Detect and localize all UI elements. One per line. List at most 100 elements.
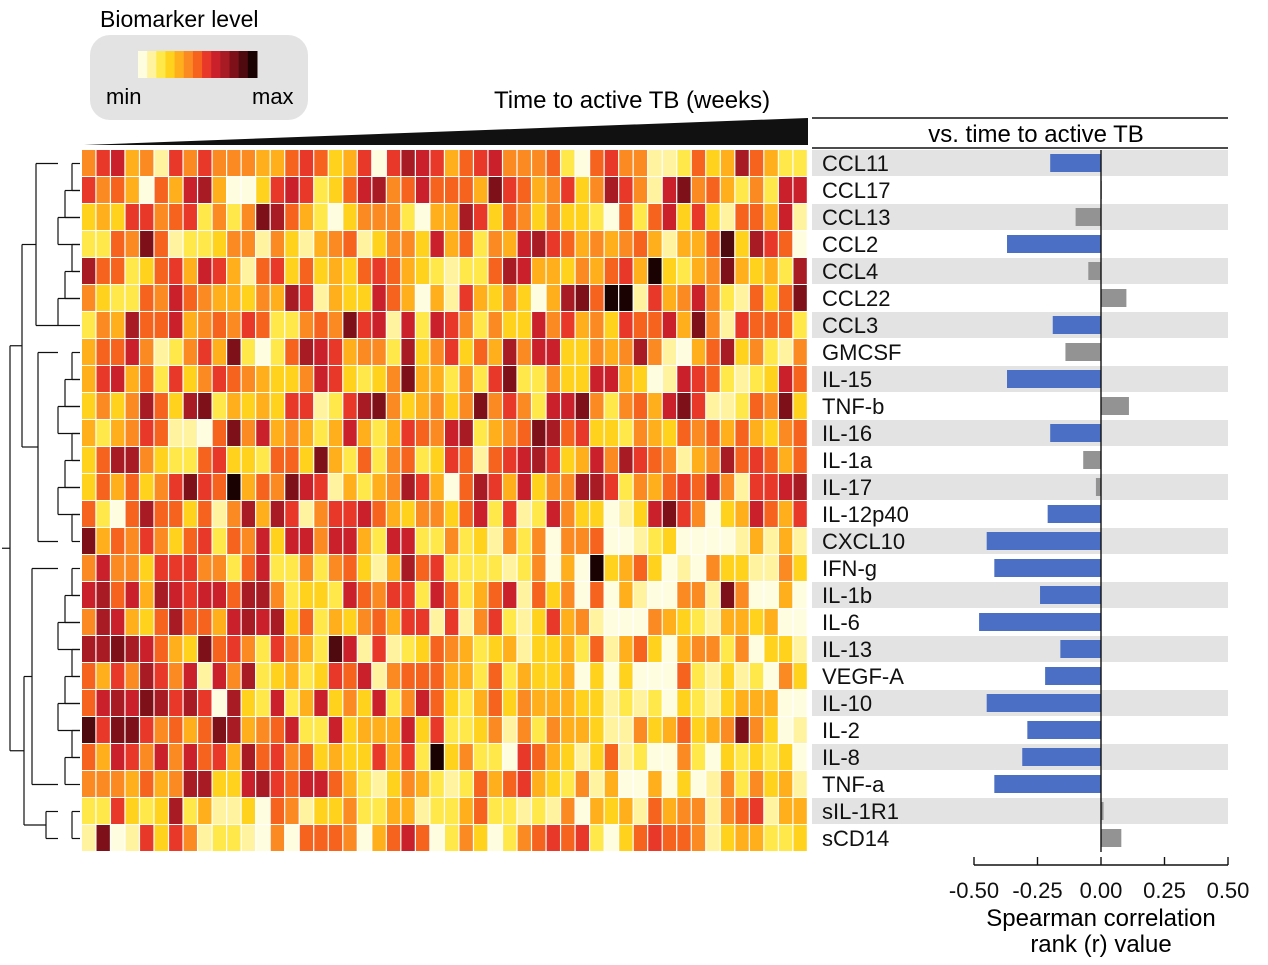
row-label: CCL11 bbox=[822, 151, 889, 176]
heatmap-cell bbox=[415, 501, 430, 527]
heatmap-cell bbox=[575, 258, 589, 284]
heatmap-cell bbox=[488, 204, 502, 230]
heatmap-cell bbox=[749, 312, 764, 338]
heatmap-cell bbox=[619, 501, 633, 527]
heatmap-cell bbox=[198, 339, 212, 365]
heatmap-cell bbox=[662, 555, 677, 581]
heatmap-cell bbox=[517, 231, 531, 257]
heatmap-cell bbox=[445, 366, 459, 392]
correlation-bar bbox=[1050, 154, 1101, 172]
heatmap-cell bbox=[154, 150, 168, 176]
heatmap-cell bbox=[793, 231, 807, 257]
heatmap-cell bbox=[82, 258, 96, 284]
heatmap-cell bbox=[706, 771, 720, 797]
heatmap-cell bbox=[459, 798, 473, 824]
heatmap-cell bbox=[343, 177, 357, 203]
heatmap-cell bbox=[532, 663, 546, 689]
heatmap-cell bbox=[299, 771, 314, 797]
heatmap-cell bbox=[445, 582, 459, 608]
heatmap-cell bbox=[546, 150, 560, 176]
heatmap-cell bbox=[532, 393, 546, 419]
correlation-bar bbox=[1052, 316, 1101, 334]
heatmap-cell bbox=[198, 474, 212, 500]
heatmap-cell bbox=[561, 150, 575, 176]
heatmap-cell bbox=[619, 420, 633, 446]
heatmap-cell bbox=[401, 798, 415, 824]
heatmap-cell bbox=[720, 150, 735, 176]
heatmap-cell bbox=[706, 717, 720, 743]
row-label: CXCL10 bbox=[822, 529, 905, 554]
heatmap-cell bbox=[561, 609, 575, 635]
heatmap-cell bbox=[546, 258, 560, 284]
heatmap-cell bbox=[415, 717, 430, 743]
heatmap-cell bbox=[590, 717, 604, 743]
heatmap-cell bbox=[590, 420, 604, 446]
heatmap-cell bbox=[778, 825, 793, 851]
heatmap-cell bbox=[517, 150, 531, 176]
heatmap-cell bbox=[169, 420, 183, 446]
heatmap-cell bbox=[125, 393, 139, 419]
heatmap-cell bbox=[691, 312, 706, 338]
heatmap-cell bbox=[430, 609, 444, 635]
heatmap-cell bbox=[111, 636, 125, 662]
heatmap-cell bbox=[96, 717, 110, 743]
heatmap-cell bbox=[575, 636, 589, 662]
heatmap-cell bbox=[256, 663, 270, 689]
heatmap-cell bbox=[691, 690, 706, 716]
heatmap-cell bbox=[503, 447, 517, 473]
heatmap-cell bbox=[401, 204, 415, 230]
heatmap-cell bbox=[125, 528, 139, 554]
heatmap-cell bbox=[677, 366, 691, 392]
heatmap-cell bbox=[546, 771, 560, 797]
heatmap-cell bbox=[546, 528, 560, 554]
heatmap-cell bbox=[82, 636, 96, 662]
heatmap-cell bbox=[198, 420, 212, 446]
heatmap-cell bbox=[154, 609, 168, 635]
heatmap-cell bbox=[111, 771, 125, 797]
heatmap-cell bbox=[735, 717, 749, 743]
heatmap-cell bbox=[212, 150, 226, 176]
heatmap-cell bbox=[125, 312, 139, 338]
heatmap-cell bbox=[241, 258, 256, 284]
heatmap-cell bbox=[212, 312, 226, 338]
heatmap-cell bbox=[604, 636, 619, 662]
heatmap-cell bbox=[720, 285, 735, 311]
heatmap-cell bbox=[677, 204, 691, 230]
heatmap-cell bbox=[430, 690, 444, 716]
row-label: IL-2 bbox=[822, 718, 860, 743]
heatmap-cell bbox=[299, 690, 314, 716]
heatmap-cell bbox=[328, 177, 343, 203]
heatmap-cell bbox=[212, 825, 226, 851]
heatmap-cell bbox=[430, 231, 444, 257]
heatmap-cell bbox=[386, 798, 401, 824]
legend-swatch bbox=[147, 51, 157, 78]
heatmap-cell bbox=[648, 609, 662, 635]
heatmap-cell bbox=[154, 420, 168, 446]
heatmap-cell bbox=[227, 636, 241, 662]
heatmap-cell bbox=[764, 339, 778, 365]
heatmap-cell bbox=[430, 366, 444, 392]
heatmap-cell bbox=[372, 339, 386, 365]
heatmap-cell bbox=[270, 690, 285, 716]
heatmap-cell bbox=[270, 204, 285, 230]
heatmap-cell bbox=[488, 258, 502, 284]
heatmap-cell bbox=[604, 366, 619, 392]
heatmap-cell bbox=[619, 150, 633, 176]
heatmap-cell bbox=[328, 690, 343, 716]
heatmap-cell bbox=[764, 609, 778, 635]
heatmap-cell bbox=[619, 663, 633, 689]
heatmap-cell bbox=[619, 609, 633, 635]
heatmap-cell bbox=[241, 636, 256, 662]
heatmap-cell bbox=[662, 744, 677, 770]
heatmap-cell bbox=[677, 150, 691, 176]
heatmap-cell bbox=[459, 609, 473, 635]
heatmap-cell bbox=[662, 663, 677, 689]
heatmap-cell bbox=[764, 636, 778, 662]
heatmap-cell bbox=[561, 474, 575, 500]
heatmap-cell bbox=[357, 393, 372, 419]
heatmap-cell bbox=[328, 258, 343, 284]
heatmap-cell bbox=[299, 150, 314, 176]
heatmap-cell bbox=[430, 258, 444, 284]
heatmap-cell bbox=[648, 393, 662, 419]
heatmap-cell bbox=[793, 393, 807, 419]
